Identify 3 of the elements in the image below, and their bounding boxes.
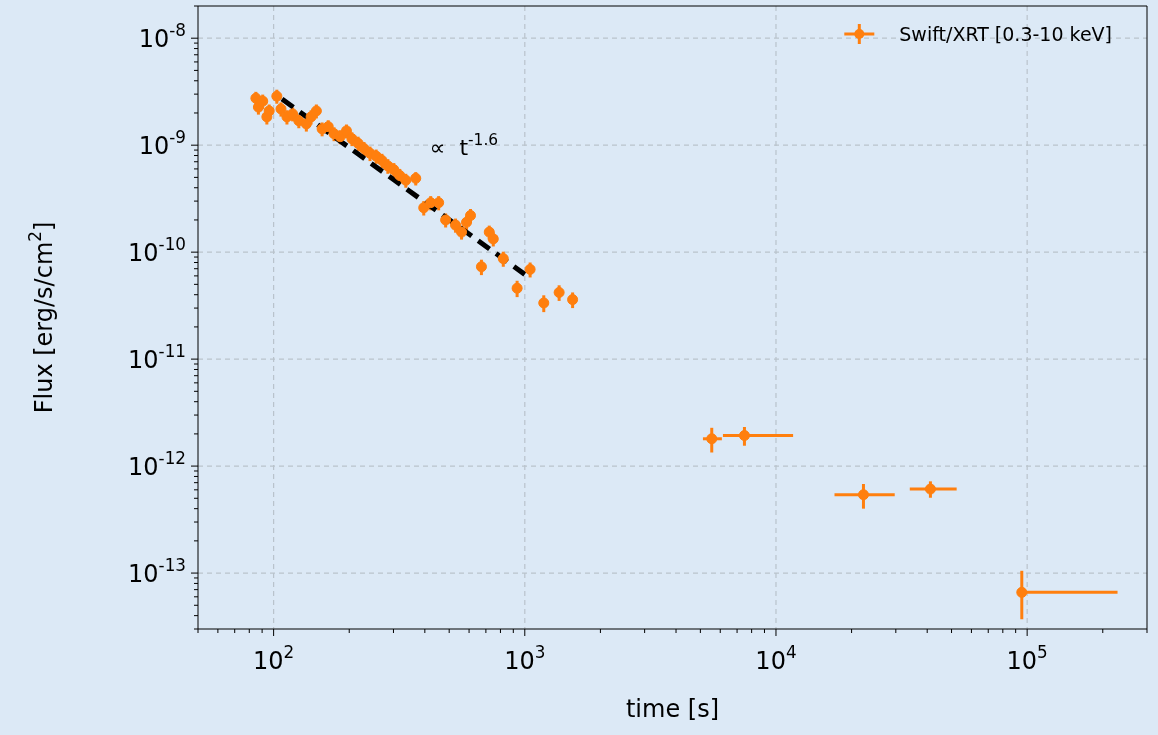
- y-axis-title: Flux [erg/s/cm2]: [25, 221, 58, 414]
- x-axis-title: time [s]: [625, 695, 720, 723]
- legend-label: Swift/XRT [0.3-10 keV]: [899, 23, 1113, 45]
